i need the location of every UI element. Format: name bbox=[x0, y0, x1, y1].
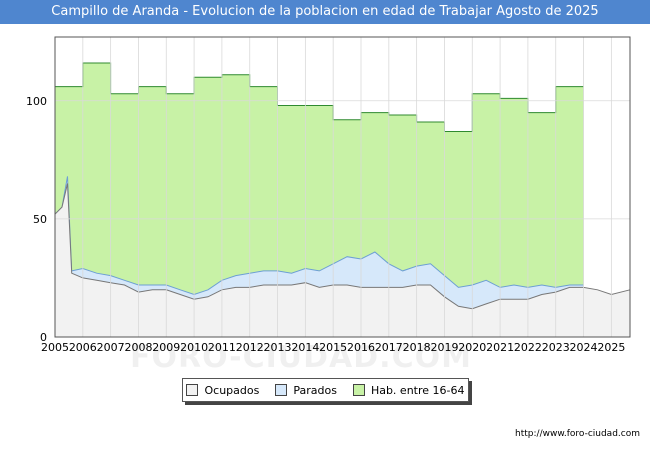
legend-label-habitantes: Hab. entre 16-64 bbox=[370, 383, 465, 397]
x-tick-label: 2010 bbox=[180, 341, 208, 354]
line-ocupados bbox=[54, 183, 631, 310]
x-tick-label: 2008 bbox=[124, 341, 152, 354]
x-tick-label: 2017 bbox=[375, 341, 403, 354]
legend-item-ocupados: Ocupados bbox=[186, 384, 259, 397]
chart-legend: Ocupados Parados Hab. entre 16-64 bbox=[182, 378, 469, 402]
plot-frame bbox=[54, 36, 631, 338]
y-tick-label: 50 bbox=[33, 213, 47, 226]
x-tick-label: 2024 bbox=[570, 341, 598, 354]
x-tick-label: 2011 bbox=[208, 341, 236, 354]
legend-swatch-habitantes bbox=[352, 384, 365, 396]
x-tick-label: 2025 bbox=[597, 341, 625, 354]
x-tick-label: 2005 bbox=[41, 341, 69, 354]
x-tick-label: 2012 bbox=[236, 341, 264, 354]
legend-swatch-parados bbox=[275, 384, 288, 396]
x-tick-label: 2016 bbox=[347, 341, 375, 354]
legend-swatch-ocupados bbox=[186, 384, 199, 396]
chart-title: Campillo de Aranda - Evolucion de la pob… bbox=[0, 0, 650, 24]
x-tick-label: 2021 bbox=[486, 341, 514, 354]
y-tick-label: 0 bbox=[40, 331, 47, 344]
x-tick-label: 2018 bbox=[403, 341, 431, 354]
legend-item-parados: Parados bbox=[275, 384, 337, 397]
x-tick-label: 2020 bbox=[458, 341, 486, 354]
x-tick-label: 2015 bbox=[319, 341, 347, 354]
legend-item-habitantes: Hab. entre 16-64 bbox=[352, 383, 465, 397]
x-tick-label: 2014 bbox=[291, 341, 319, 354]
chart-canvas: 2005 2006 2007 2008 2009 2010 2011 2012 2013 2014… bbox=[26, 36, 631, 354]
x-tick-label: 2023 bbox=[542, 341, 570, 354]
x-tick-label: 2019 bbox=[430, 341, 458, 354]
watermark: FORO-CIUDAD.COM bbox=[130, 340, 472, 375]
x-tick-label: 2013 bbox=[264, 341, 292, 354]
legend-label-parados: Parados bbox=[293, 383, 337, 397]
y-tick-label: 100 bbox=[26, 95, 47, 108]
x-tick-label: 2009 bbox=[152, 341, 180, 354]
x-tick-label: 2022 bbox=[514, 341, 542, 354]
x-tick-label: 2006 bbox=[69, 341, 97, 354]
x-tick-label: 2007 bbox=[97, 341, 125, 354]
source-credit: http://www.foro-ciudad.com bbox=[515, 429, 640, 439]
legend-label-ocupados: Ocupados bbox=[204, 383, 260, 397]
